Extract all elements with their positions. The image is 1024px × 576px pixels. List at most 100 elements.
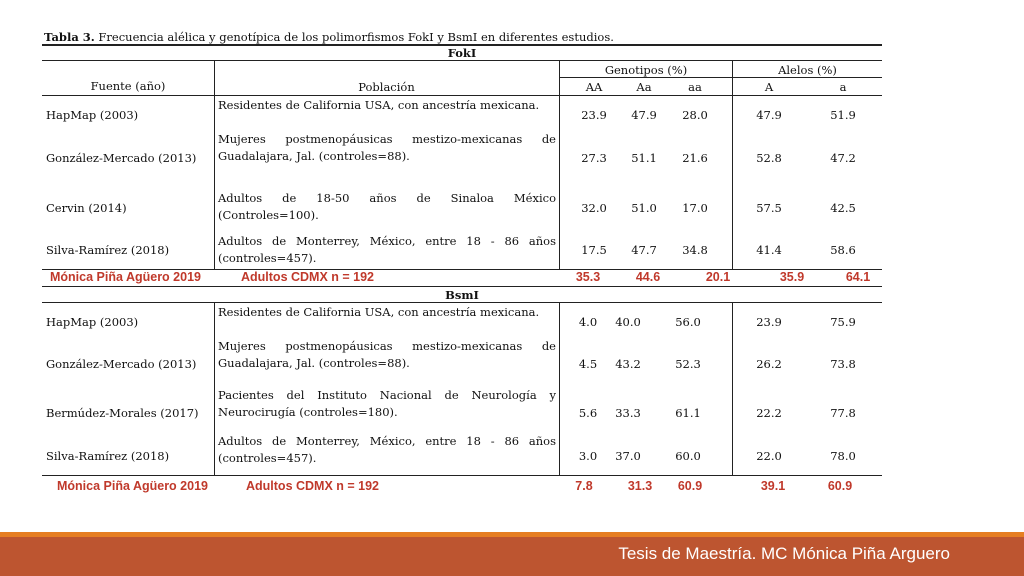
cell-aa: 52.3 xyxy=(675,357,701,371)
cell-a: 47.2 xyxy=(830,151,856,165)
cell-aa: 17.0 xyxy=(682,201,708,215)
header-AA: AA xyxy=(585,80,603,94)
cell-A: 57.5 xyxy=(756,201,782,215)
header-alleles: Alelos (%) xyxy=(778,63,837,77)
cell-aa: 56.0 xyxy=(675,315,701,329)
fokI-highlight-aa: 20.1 xyxy=(705,270,731,284)
table-row-source: González-Mercado (2013) xyxy=(46,357,197,371)
table-row-source: González-Mercado (2013) xyxy=(46,151,197,165)
header-genotypes: Genotipos (%) xyxy=(604,63,688,77)
bsmI-col-divider-2 xyxy=(559,303,560,475)
table-row-source: Silva-Ramírez (2018) xyxy=(46,243,170,257)
table-row-population: Pacientes del Instituto Nacional de Neur… xyxy=(218,388,556,419)
cell-A: 26.2 xyxy=(756,357,782,371)
header-population: Población xyxy=(358,80,415,94)
cell-Aa: 40.0 xyxy=(615,315,641,329)
bsmI-highlight-source: Mónica Piña Agüero 2019 xyxy=(57,479,208,493)
bsmI-col-divider-1 xyxy=(214,303,215,475)
footer-accent-band xyxy=(0,532,1024,537)
cell-Aa: 33.3 xyxy=(615,406,641,420)
subheader-rule xyxy=(560,77,882,78)
bsmI-highlight-Aa: 31.3 xyxy=(627,479,653,493)
cell-aa: 28.0 xyxy=(682,108,708,122)
table-row-population: Mujeres postmenopáusicas mestizo-mexican… xyxy=(218,132,556,163)
cell-AA: 27.3 xyxy=(581,151,607,165)
bsmI-highlight-population: Adultos CDMX n = 192 xyxy=(246,479,380,493)
fokI-highlight-source: Mónica Piña Agüero 2019 xyxy=(50,270,201,284)
bsmI-col-divider-3 xyxy=(732,303,733,475)
cell-a: 42.5 xyxy=(830,201,856,215)
header-Aa: Aa xyxy=(636,80,652,94)
bsmI-title: BsmI xyxy=(445,288,479,302)
cell-aa: 21.6 xyxy=(682,151,708,165)
cell-AA: 3.0 xyxy=(578,449,598,463)
cell-Aa: 47.7 xyxy=(631,243,657,257)
table-row-population: Adultos de Monterrey, México, entre 18 -… xyxy=(218,234,556,265)
fokI-col-divider-3 xyxy=(732,61,733,269)
cell-A: 22.2 xyxy=(756,406,782,420)
bsmI-title-rule xyxy=(42,302,882,303)
cell-A: 41.4 xyxy=(756,243,782,257)
cell-Aa: 37.0 xyxy=(615,449,641,463)
table-row-source: Cervin (2014) xyxy=(46,201,127,215)
header-aa: aa xyxy=(688,80,702,94)
fokI-highlight-population: Adultos CDMX n = 192 xyxy=(241,270,375,284)
cell-Aa: 47.9 xyxy=(631,108,657,122)
fokI-title: FokI xyxy=(447,46,477,60)
cell-AA: 17.5 xyxy=(581,243,607,257)
table-row-population: Residentes de California USA, con ancest… xyxy=(218,305,540,319)
fokI-col-divider-1 xyxy=(214,61,215,269)
bsmI-highlight-a: 60.9 xyxy=(827,479,853,493)
fokI-highlight-AA: 35.3 xyxy=(575,270,601,284)
bsmI-highlight-AA: 7.8 xyxy=(575,479,593,493)
cell-A: 52.8 xyxy=(756,151,782,165)
fokI-highlight-Aa: 44.6 xyxy=(635,270,661,284)
cell-a: 75.9 xyxy=(830,315,856,329)
cell-a: 77.8 xyxy=(830,406,856,420)
cell-A: 23.9 xyxy=(756,315,782,329)
table-row-source: HapMap (2003) xyxy=(46,315,139,329)
header-A: A xyxy=(764,80,774,94)
bsmI-highlight-A: 39.1 xyxy=(760,479,786,493)
bsmI-top-rule xyxy=(42,286,882,287)
caption-text: Frecuencia alélica y genotípica de los p… xyxy=(94,30,614,44)
cell-aa: 61.1 xyxy=(675,406,701,420)
cell-A: 47.9 xyxy=(756,108,782,122)
fokI-highlight-a: 64.1 xyxy=(845,270,871,284)
fokI-highlight-A: 35.9 xyxy=(779,270,805,284)
caption-label: Tabla 3. xyxy=(44,30,95,44)
table-row-source: HapMap (2003) xyxy=(46,108,139,122)
header-source: Fuente (año) xyxy=(90,79,166,93)
cell-AA: 5.6 xyxy=(578,406,598,420)
cell-Aa: 51.0 xyxy=(631,201,657,215)
table-row-population: Adultos de Monterrey, México, entre 18 -… xyxy=(218,434,556,465)
bsmI-bottom-rule xyxy=(42,475,882,476)
cell-AA: 4.5 xyxy=(578,357,598,371)
cell-a: 51.9 xyxy=(830,108,856,122)
table-row-population: Mujeres postmenopáusicas mestizo-mexican… xyxy=(218,339,556,370)
footer-band xyxy=(0,537,1024,576)
bsmI-highlight-aa: 60.9 xyxy=(677,479,703,493)
cell-AA: 4.0 xyxy=(578,315,598,329)
header-bottom-rule xyxy=(42,95,882,96)
cell-AA: 32.0 xyxy=(581,201,607,215)
table-row-population: Adultos de 18-50 años de Sinaloa México … xyxy=(218,191,556,222)
fokI-col-divider-2 xyxy=(559,61,560,269)
fokI-bottom-rule xyxy=(42,269,882,270)
cell-aa: 34.8 xyxy=(682,243,708,257)
table-caption: Tabla 3. Frecuencia alélica y genotípica… xyxy=(44,30,614,44)
fokI-title-rule xyxy=(42,60,882,61)
table-row-population: Residentes de California USA, con ancest… xyxy=(218,98,540,112)
cell-a: 78.0 xyxy=(830,449,856,463)
table-top-rule xyxy=(42,44,882,46)
table-row-source: Bermúdez-Morales (2017) xyxy=(46,406,199,420)
cell-a: 73.8 xyxy=(830,357,856,371)
table-row-source: Silva-Ramírez (2018) xyxy=(46,449,170,463)
cell-AA: 23.9 xyxy=(581,108,607,122)
header-a: a xyxy=(839,80,847,94)
cell-Aa: 51.1 xyxy=(631,151,657,165)
cell-A: 22.0 xyxy=(756,449,782,463)
cell-a: 58.6 xyxy=(830,243,856,257)
cell-aa: 60.0 xyxy=(675,449,701,463)
footer-title: Tesis de Maestría. MC Mónica Piña Arguer… xyxy=(618,544,950,563)
